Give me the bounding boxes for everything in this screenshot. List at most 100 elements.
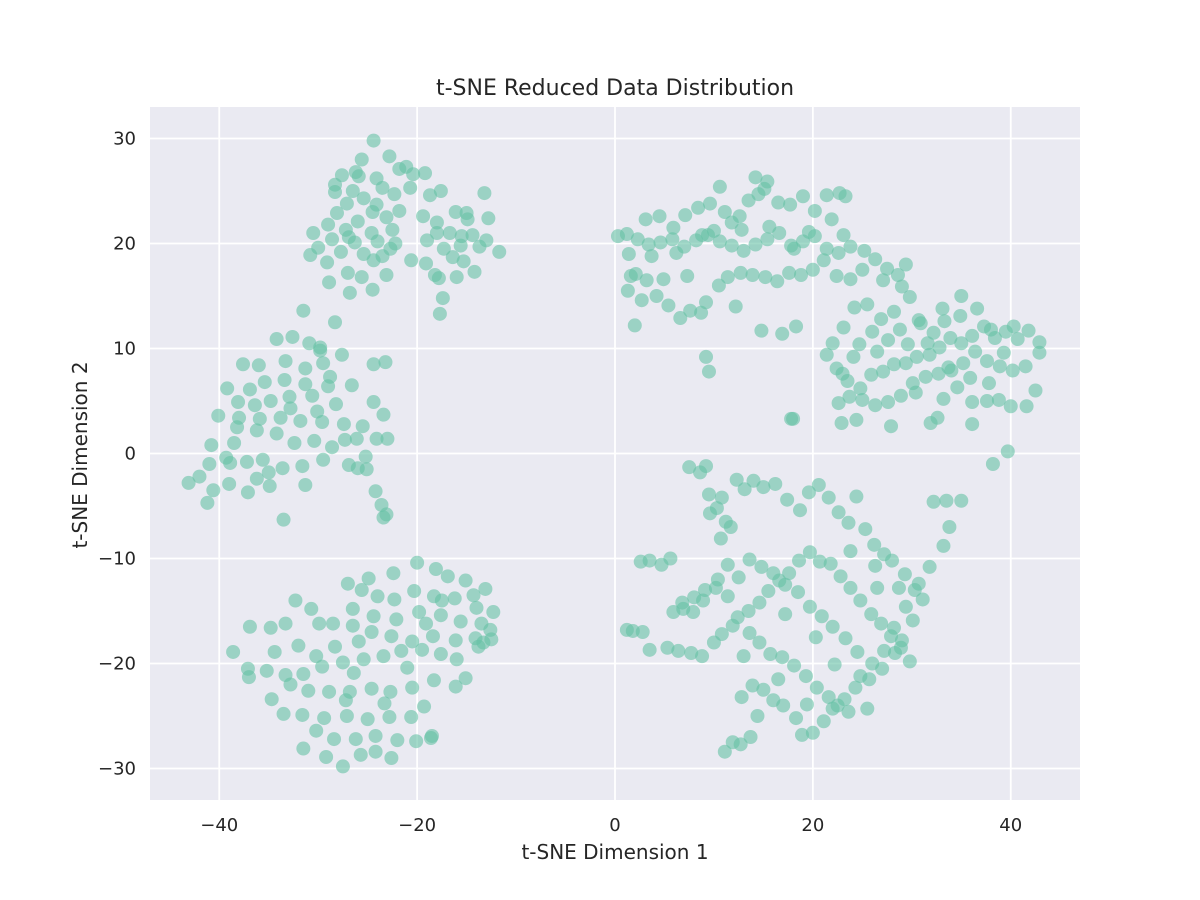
- scatter-point: [793, 503, 808, 518]
- scatter-point: [460, 212, 475, 227]
- y-tick-labels: −30 −20 −10 0 10 20 30: [98, 129, 136, 780]
- scatter-point: [771, 672, 786, 687]
- y-tick-label: 10: [113, 339, 136, 360]
- scatter-point: [660, 640, 675, 655]
- scatter-point: [353, 747, 368, 762]
- scatter-point: [816, 714, 831, 729]
- scatter-point: [376, 407, 391, 422]
- scatter-point: [724, 238, 739, 253]
- scatter-point: [211, 408, 226, 423]
- scatter-point: [898, 257, 913, 272]
- scatter-point: [276, 706, 291, 721]
- scatter-point: [298, 377, 313, 392]
- scatter-point: [376, 510, 391, 525]
- scatter-point: [780, 492, 795, 507]
- scatter-point: [801, 224, 816, 239]
- scatter-point: [404, 710, 419, 725]
- scatter-point: [954, 336, 969, 351]
- scatter-point: [316, 452, 331, 467]
- scatter-point: [435, 291, 450, 306]
- scatter-point: [298, 361, 313, 376]
- scatter-point: [762, 219, 777, 234]
- scatter-point: [743, 730, 758, 744]
- scatter-point: [349, 431, 364, 446]
- scatter-point: [230, 420, 245, 435]
- scatter-point: [775, 650, 790, 665]
- scatter-point: [860, 701, 875, 716]
- scatter-point: [315, 659, 330, 674]
- scatter-point: [731, 570, 746, 585]
- scatter-point: [843, 272, 858, 287]
- scatter-point: [354, 583, 369, 597]
- scatter-point: [802, 599, 817, 614]
- scatter-point: [1032, 345, 1047, 360]
- scatter-point: [970, 301, 985, 316]
- scatter-point: [492, 244, 507, 259]
- scatter-point: [333, 244, 348, 259]
- chart-title: t-SNE Reduced Data Distribution: [436, 76, 794, 101]
- scatter-point: [930, 410, 945, 425]
- scatter-point: [935, 301, 950, 316]
- scatter-point: [370, 589, 385, 604]
- scatter-point: [905, 613, 920, 628]
- scatter-point: [449, 270, 464, 285]
- scatter-point: [627, 318, 642, 333]
- scatter-point: [226, 644, 241, 659]
- scatter-point: [465, 228, 480, 243]
- scatter-point: [641, 237, 656, 252]
- scatter-point: [985, 457, 1000, 471]
- x-tick-label: 20: [801, 815, 824, 836]
- scatter-point: [887, 304, 901, 319]
- scatter-point: [754, 559, 769, 574]
- scatter-point: [791, 585, 806, 600]
- scatter-point: [1006, 319, 1021, 334]
- scatter-point: [756, 682, 771, 697]
- scatter-point: [321, 217, 336, 232]
- scatter-point: [922, 559, 937, 574]
- scatter-point: [1000, 444, 1015, 459]
- scatter-point: [870, 344, 885, 359]
- scatter-point: [782, 566, 797, 581]
- scatter-point: [419, 256, 434, 271]
- scatter-point: [775, 326, 790, 341]
- scatter-point: [808, 630, 823, 645]
- scatter-point: [669, 245, 684, 260]
- scatter-point: [857, 243, 872, 258]
- scatter-point: [630, 232, 645, 247]
- scatter-point: [693, 465, 708, 480]
- scatter-point: [678, 208, 693, 223]
- scatter-point: [701, 487, 716, 502]
- scatter-point: [366, 253, 381, 268]
- scatter-point: [1003, 399, 1018, 414]
- scatter-point: [346, 665, 361, 680]
- scatter-point: [620, 283, 635, 298]
- scatter-point: [881, 333, 896, 348]
- scatter-point: [242, 619, 257, 634]
- scatter-point: [902, 654, 917, 669]
- scatter-point: [720, 557, 735, 572]
- scatter-point: [360, 712, 375, 727]
- scatter-point: [661, 298, 676, 313]
- scatter-point: [448, 205, 463, 219]
- scatter-point: [737, 482, 752, 497]
- scatter-point: [855, 392, 870, 407]
- scatter-point: [316, 356, 331, 371]
- scatter-point: [306, 226, 321, 240]
- scatter-point: [831, 396, 846, 411]
- scatter-point: [805, 262, 820, 277]
- scatter-point: [419, 616, 434, 631]
- x-tick-label: −20: [398, 815, 436, 836]
- scatter-point: [269, 332, 284, 347]
- scatter-point: [812, 554, 827, 569]
- scatter-point: [642, 553, 657, 568]
- scatter-point: [894, 279, 909, 294]
- scatter-point: [1021, 323, 1036, 338]
- scatter-point: [814, 609, 829, 624]
- scatter-point: [278, 616, 293, 631]
- scatter-point: [702, 196, 717, 211]
- scatter-point: [915, 592, 930, 607]
- scatter-point: [752, 595, 767, 610]
- scatter-point: [665, 232, 680, 247]
- scatter-point: [431, 271, 446, 286]
- scatter-point: [200, 495, 215, 510]
